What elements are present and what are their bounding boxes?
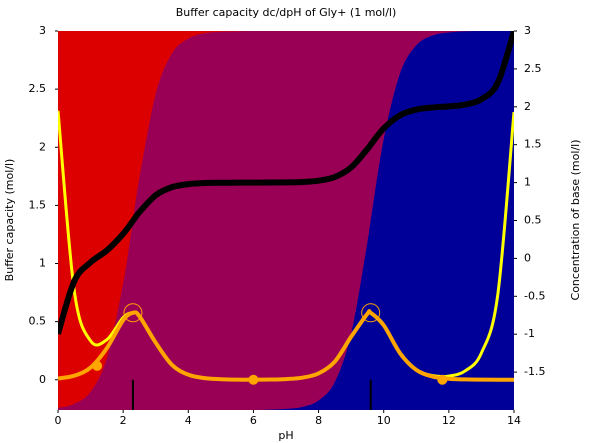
y-tick-label: 1.5 — [29, 198, 47, 211]
y-axis-label: Buffer capacity (mol/l) — [3, 159, 16, 282]
x-tick-label: 0 — [55, 414, 62, 427]
species-area — [58, 31, 514, 410]
series-line — [58, 31, 514, 335]
pka-point — [361, 303, 381, 323]
equivalence-point — [248, 374, 259, 385]
y-tick-label: 0.5 — [29, 315, 47, 328]
y-tick-label: 3 — [39, 24, 46, 37]
x-tick-label: 14 — [507, 414, 521, 427]
x-tick-label: 4 — [185, 414, 192, 427]
y2-tick-label: 0 — [524, 251, 531, 264]
x-tick-label: 10 — [377, 414, 391, 427]
x-tick-label: 8 — [315, 414, 322, 427]
x-tick-label: 6 — [250, 414, 257, 427]
y-tick-label: 2 — [39, 140, 46, 153]
y-tick-label: 2.5 — [29, 82, 47, 95]
y2-tick-label: -1.5 — [524, 365, 545, 378]
y2-tick-label: 1 — [524, 176, 531, 189]
x-axis-label: pH — [278, 429, 293, 442]
equivalence-point — [437, 374, 448, 385]
y-tick-label: 0 — [39, 373, 46, 386]
y-tick-label: 1 — [39, 257, 46, 270]
x-tick-label: 12 — [442, 414, 456, 427]
y2-tick-label: 0.5 — [524, 214, 542, 227]
y2-tick-label: 2.5 — [524, 62, 542, 75]
chart-title: Buffer capacity dc/dpH of Gly+ (1 mol/l) — [176, 6, 397, 19]
y2-tick-label: 1.5 — [524, 138, 542, 151]
equivalence-point — [92, 360, 103, 371]
series-line — [58, 309, 514, 382]
pka-point — [123, 303, 143, 323]
plot-area — [58, 31, 514, 410]
x-tick-label: 2 — [120, 414, 127, 427]
y2-tick-label: -0.5 — [524, 289, 545, 302]
y2-tick-label: -1 — [524, 327, 535, 340]
axes: 0 2 4 6 8 10 12 14 0 0.5 1 1.5 2 2.5 3 -1.5 -1 -0.5 0 0.5 1 1… — [29, 24, 546, 427]
y2-tick-label: 2 — [524, 100, 531, 113]
y2-axis-label: Concentration of base (mol/l) — [569, 140, 582, 301]
y2-tick-label: 3 — [524, 24, 531, 37]
